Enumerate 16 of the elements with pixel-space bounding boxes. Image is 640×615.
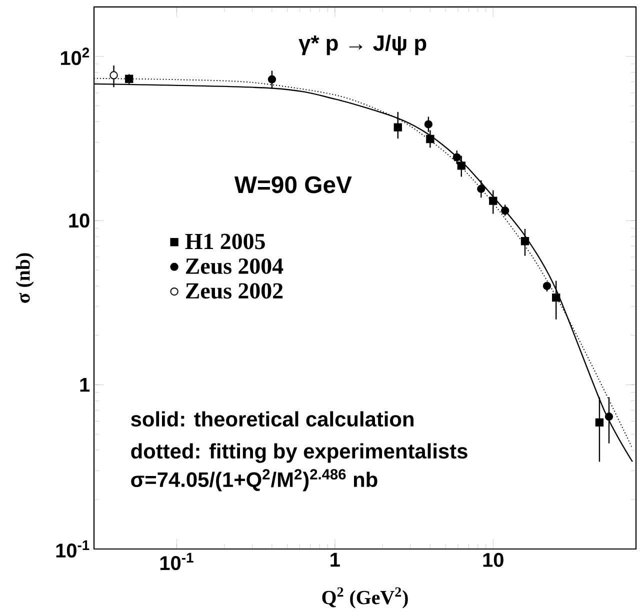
- legend-label: H1 2005: [185, 234, 265, 250]
- y-tick-label: 10: [69, 214, 90, 228]
- annotation: solid: theoretical calculation: [131, 411, 414, 427]
- y-tick-label: 1: [80, 378, 90, 392]
- annotation: W=90 GeV: [234, 176, 352, 194]
- annotation: σ=74.05/(1+Q$^{2}$/M$^{2}$)$^{2.486}$ nb: [131, 469, 378, 492]
- annotation: dotted: fitting by experimentalists: [131, 443, 468, 463]
- y-axis-title: σ (nb): [16, 253, 34, 303]
- x-tick-label: 1: [330, 552, 340, 567]
- x-tick-label: 10$^{-1}$: [160, 552, 194, 570]
- legend-label: Zeus 2004: [186, 258, 284, 274]
- y-tick-label: 10$^{2}$: [60, 48, 90, 66]
- x-tick-label: 10: [483, 552, 504, 567]
- x-axis-title: Q$^{2}$ (GeV$^{2}$): [322, 587, 408, 608]
- text: γ* p → J/ψ p: [298, 34, 426, 56]
- legend-label: Zeus 2002: [186, 283, 283, 299]
